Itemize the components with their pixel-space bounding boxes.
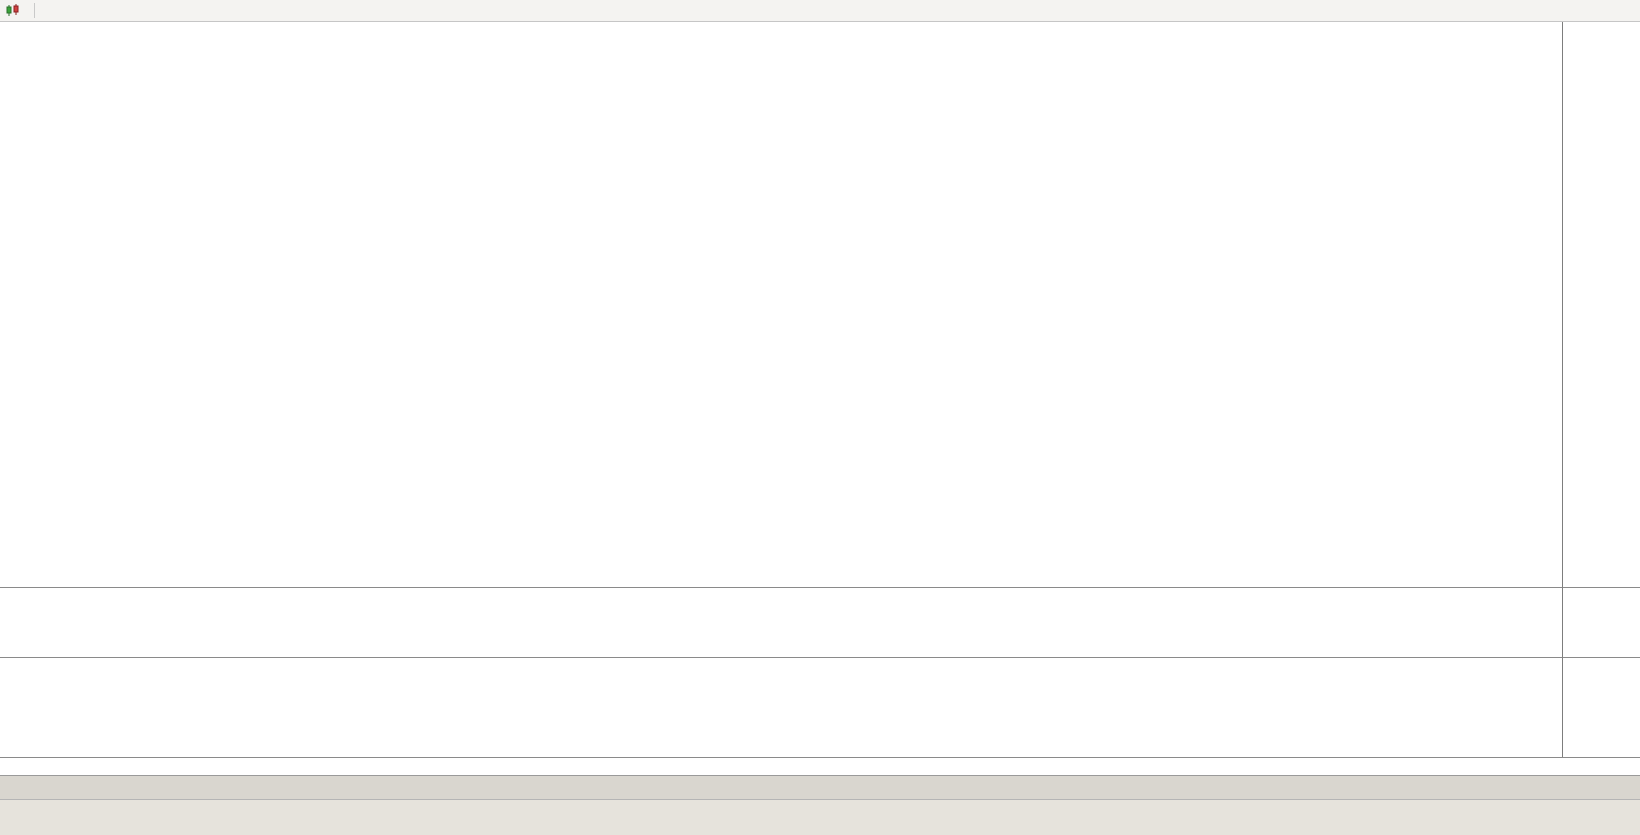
candlestick-chart[interactable] — [0, 22, 1562, 587]
rsi-chart[interactable] — [0, 588, 1562, 657]
rsi-pane[interactable] — [0, 587, 1562, 657]
macd-pane[interactable] — [0, 657, 1562, 757]
chart-type-icon[interactable] — [4, 4, 22, 17]
macd-chart[interactable] — [0, 658, 1562, 757]
macd-axis — [1562, 657, 1640, 757]
candlestick-chart-icon — [6, 4, 19, 16]
rsi-axis — [1562, 587, 1640, 657]
toolbar-separator — [34, 3, 35, 18]
chart-tabs — [0, 775, 1640, 799]
time-axis[interactable] — [0, 757, 1640, 775]
main-chart-pane[interactable] — [0, 22, 1562, 587]
chart-area — [0, 22, 1640, 775]
price-axis[interactable] — [1562, 22, 1640, 587]
status-bar — [0, 799, 1640, 835]
timeframe-toolbar — [0, 0, 1640, 22]
